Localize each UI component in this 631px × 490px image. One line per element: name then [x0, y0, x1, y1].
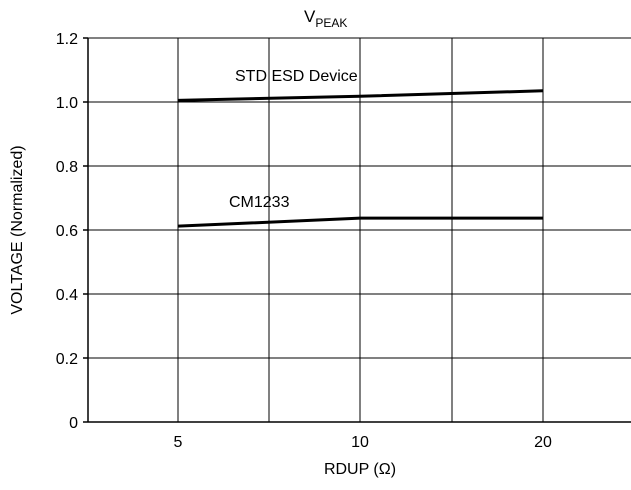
chart-title-main: V: [304, 7, 316, 26]
y-tick-label: 1.0: [56, 95, 78, 112]
series-line-cm1233: [177, 216, 543, 228]
y-ticks: 0 0.2 0.4 0.6 0.8 1.0 1.2: [56, 31, 88, 432]
series-line-std-esd-device: [177, 89, 544, 102]
y-tick-label: 0: [69, 415, 78, 432]
x-axis-label: RDUP (Ω): [324, 461, 396, 478]
series-label-cm1233: CM1233: [229, 194, 290, 211]
x-ticks: 5 10 20: [174, 434, 552, 451]
grid: [88, 37, 631, 422]
y-axis-label: VOLTAGE (Normalized): [9, 145, 26, 314]
y-tick-label: 0.4: [56, 287, 78, 304]
x-tick-label: 10: [351, 434, 369, 451]
x-tick-label: 20: [534, 434, 552, 451]
y-tick-label: 0.6: [56, 223, 78, 240]
y-tick-label: 0.8: [56, 159, 78, 176]
y-tick-label: 1.2: [56, 31, 78, 48]
x-tick-label: 5: [174, 434, 183, 451]
series-lines: [177, 89, 544, 228]
y-tick-label: 0.2: [56, 351, 78, 368]
chart-title-subscript: PEAK: [315, 16, 347, 30]
chart-title: VPEAK: [304, 7, 347, 30]
series-label-std-esd-device: STD ESD Device: [235, 68, 358, 85]
